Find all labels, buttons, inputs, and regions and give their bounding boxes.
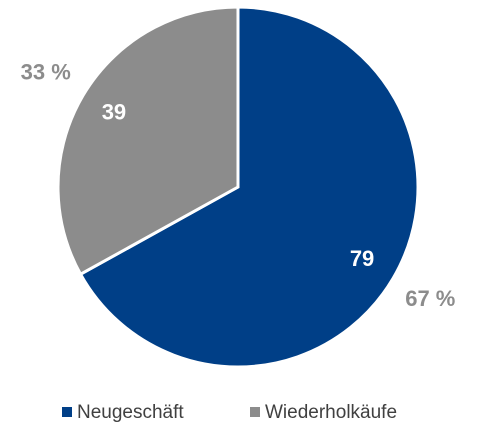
data-label: 79 xyxy=(350,246,374,271)
legend-swatch xyxy=(62,407,72,417)
data-label: 39 xyxy=(102,100,126,125)
pie-slice xyxy=(78,5,420,369)
percent-label: 67 % xyxy=(405,286,455,311)
legend-label: Wiederholkäufe xyxy=(265,402,397,423)
percent-label: 33 % xyxy=(21,60,71,85)
legend-label: Neugeschäft xyxy=(77,402,184,423)
legend-swatch xyxy=(250,407,260,417)
pie-slice xyxy=(56,5,240,277)
